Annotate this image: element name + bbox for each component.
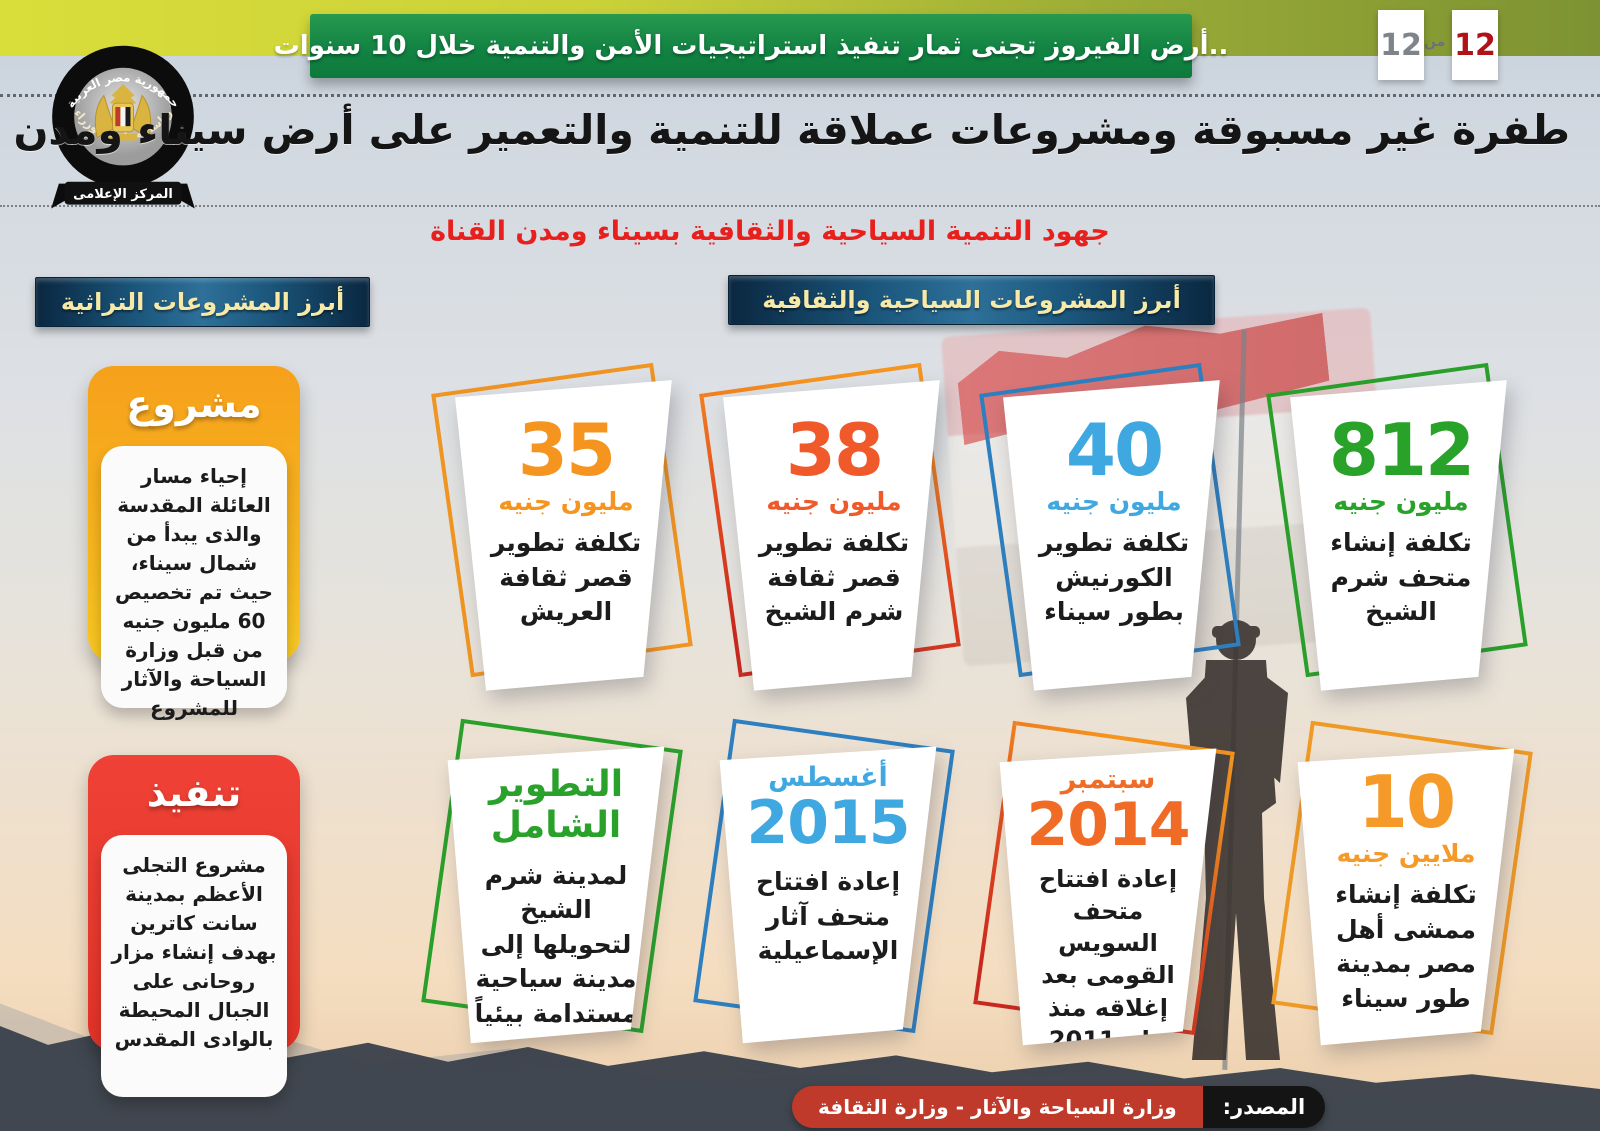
project-unit: مليون جنيه xyxy=(498,487,634,516)
logo-ribbon: المركز الإعلامى xyxy=(51,181,195,209)
project-unit: مليون جنيه xyxy=(766,487,902,516)
card-paper: 10 ملايين جنيه تكلفة إنشاء ممشى أهل مصر … xyxy=(1277,714,1535,1059)
project-month-label: سبتمبر xyxy=(1060,764,1156,795)
project-value: 38 xyxy=(785,408,884,492)
project-card-ahl-masr-walkway: 10 ملايين جنيه تكلفة إنشاء ممشى أهل مصر … xyxy=(1271,714,1535,1059)
page-indicator-total: 12 xyxy=(1378,10,1424,80)
project-card-sharm-comprehensive-development: التطوير الشامل لمدينة شرم الشيخ لتحويلها… xyxy=(421,712,685,1057)
project-card-suez-national-museum: سبتمبر 2014 إعادة افتتاح متحف السويس الق… xyxy=(973,714,1237,1059)
project-unit: مليون جنيه xyxy=(1333,487,1469,516)
section-header-heritage-text: أبرز المشروعات التراثية xyxy=(60,288,345,316)
logo-ribbon-text: المركز الإعلامى xyxy=(73,187,173,202)
section-header-tourism-text: أبرز المشروعات السياحية والثقافية xyxy=(762,286,1181,314)
source-bar: المصدر: وزارة السياحة والآثار - وزارة ال… xyxy=(792,1086,1326,1128)
card-paper: التطوير الشامل لمدينة شرم الشيخ لتحويلها… xyxy=(427,712,685,1057)
project-unit: مليون جنيه xyxy=(1046,487,1182,516)
project-value: 40 xyxy=(1065,408,1164,492)
source-value: وزارة السياحة والآثار - وزارة الثقافة xyxy=(792,1086,1203,1128)
heritage-card-execution: تنفيذ مشروع التجلى الأعظم بمدينة سانت كا… xyxy=(88,755,300,1097)
project-description: تكلفة إنشاء ممشى أهل مصر بمدينة طور سينا… xyxy=(1335,880,1477,1013)
card-paper: 35 مليون جنيه تكلفة تطوير قصر ثقافة العر… xyxy=(437,356,695,701)
card-paper: أغسطس 2015 إعادة افتتاح متحف آثار الإسما… xyxy=(699,712,957,1057)
project-description: تكلفة تطوير قصر ثقافة العريش xyxy=(490,528,642,626)
project-description: تكلفة تطوير الكورنيش بطور سيناء xyxy=(1038,528,1190,626)
heritage-card-text: مشروع التجلى الأعظم بمدينة سانت كاترين ب… xyxy=(111,853,277,1051)
project-month-label: أغسطس xyxy=(768,762,888,793)
section-header-heritage: أبرز المشروعات التراثية xyxy=(35,277,370,327)
project-value: 2014 xyxy=(1026,790,1191,860)
card-paper: سبتمبر 2014 إعادة افتتاح متحف السويس الق… xyxy=(979,714,1237,1059)
project-card-ismailia-museum: أغسطس 2015 إعادة افتتاح متحف آثار الإسما… xyxy=(693,712,957,1057)
project-card-tor-sinai-corniche: 40 مليون جنيه تكلفة تطوير الكورنيش بطور … xyxy=(979,356,1243,701)
heritage-card-text: إحياء مسار العائلة المقدسة والذى يبدأ من… xyxy=(115,464,273,720)
project-description: لمدينة شرم الشيخ لتحويلها إلى مدينة سياح… xyxy=(474,860,638,1028)
project-value: التطوير الشامل xyxy=(488,764,624,847)
page-indicator-current: 12 xyxy=(1452,10,1498,80)
project-value: 35 xyxy=(517,408,616,492)
project-description: إعادة افتتاح متحف آثار الإسماعيلية xyxy=(755,867,901,965)
card-paper: 40 مليون جنيه تكلفة تطوير الكورنيش بطور … xyxy=(985,356,1243,701)
top-banner-text: أرض الفيروز تجنى ثمار تنفيذ استراتيجيات … xyxy=(273,31,1229,61)
card-paper: 812 مليون جنيه تكلفة إنشاء متحف شرم الشي… xyxy=(1272,356,1530,701)
project-value: 2015 xyxy=(746,788,911,858)
media-center-logo: جمهورية مصر العربية رئاسة مجلس الوزراء ا… xyxy=(51,45,195,209)
project-description: إعادة افتتاح متحف السويس القومى بعد إغلا… xyxy=(1038,865,1178,1054)
eagle-emblem xyxy=(94,84,152,141)
project-card-sharm-culture-palace: 38 مليون جنيه تكلفة تطوير قصر ثقافة شرم … xyxy=(699,356,963,701)
heritage-card-tag: مشروع xyxy=(126,382,262,426)
page-indicator-separator: من xyxy=(1424,34,1446,50)
source-label: المصدر: xyxy=(1202,1086,1326,1128)
project-description: تكلفة تطوير قصر ثقافة شرم الشيخ xyxy=(758,528,910,626)
dotted-rule-top xyxy=(0,94,1600,97)
project-value: 812 xyxy=(1328,408,1475,492)
section-header-tourism: أبرز المشروعات السياحية والثقافية xyxy=(728,275,1215,325)
project-unit: ملايين جنيه xyxy=(1336,839,1476,868)
project-description: تكلفة إنشاء متحف شرم الشيخ xyxy=(1330,528,1472,626)
card-paper: 38 مليون جنيه تكلفة تطوير قصر ثقافة شرم … xyxy=(705,356,963,701)
heritage-card-body: مشروع التجلى الأعظم بمدينة سانت كاترين ب… xyxy=(101,835,287,1097)
page-title: طفرة غير مسبوقة ومشروعات عملاقة للتنمية … xyxy=(0,106,1570,154)
heritage-card-project: مشروع إحياء مسار العائلة المقدسة والذى ي… xyxy=(88,366,300,720)
page-subtitle: جهود التنمية السياحية والثقافية بسيناء و… xyxy=(430,216,1110,247)
dotted-rule-subtitle xyxy=(0,205,1600,207)
heritage-card-body: إحياء مسار العائلة المقدسة والذى يبدأ من… xyxy=(101,446,287,720)
top-banner: أرض الفيروز تجنى ثمار تنفيذ استراتيجيات … xyxy=(274,14,1228,78)
heritage-card-tag: تنفيذ xyxy=(146,771,242,815)
project-card-sharm-museum: 812 مليون جنيه تكلفة إنشاء متحف شرم الشي… xyxy=(1266,356,1530,701)
project-value: 10 xyxy=(1357,760,1456,844)
project-card-arish-culture-palace: 35 مليون جنيه تكلفة تطوير قصر ثقافة العر… xyxy=(431,356,695,701)
